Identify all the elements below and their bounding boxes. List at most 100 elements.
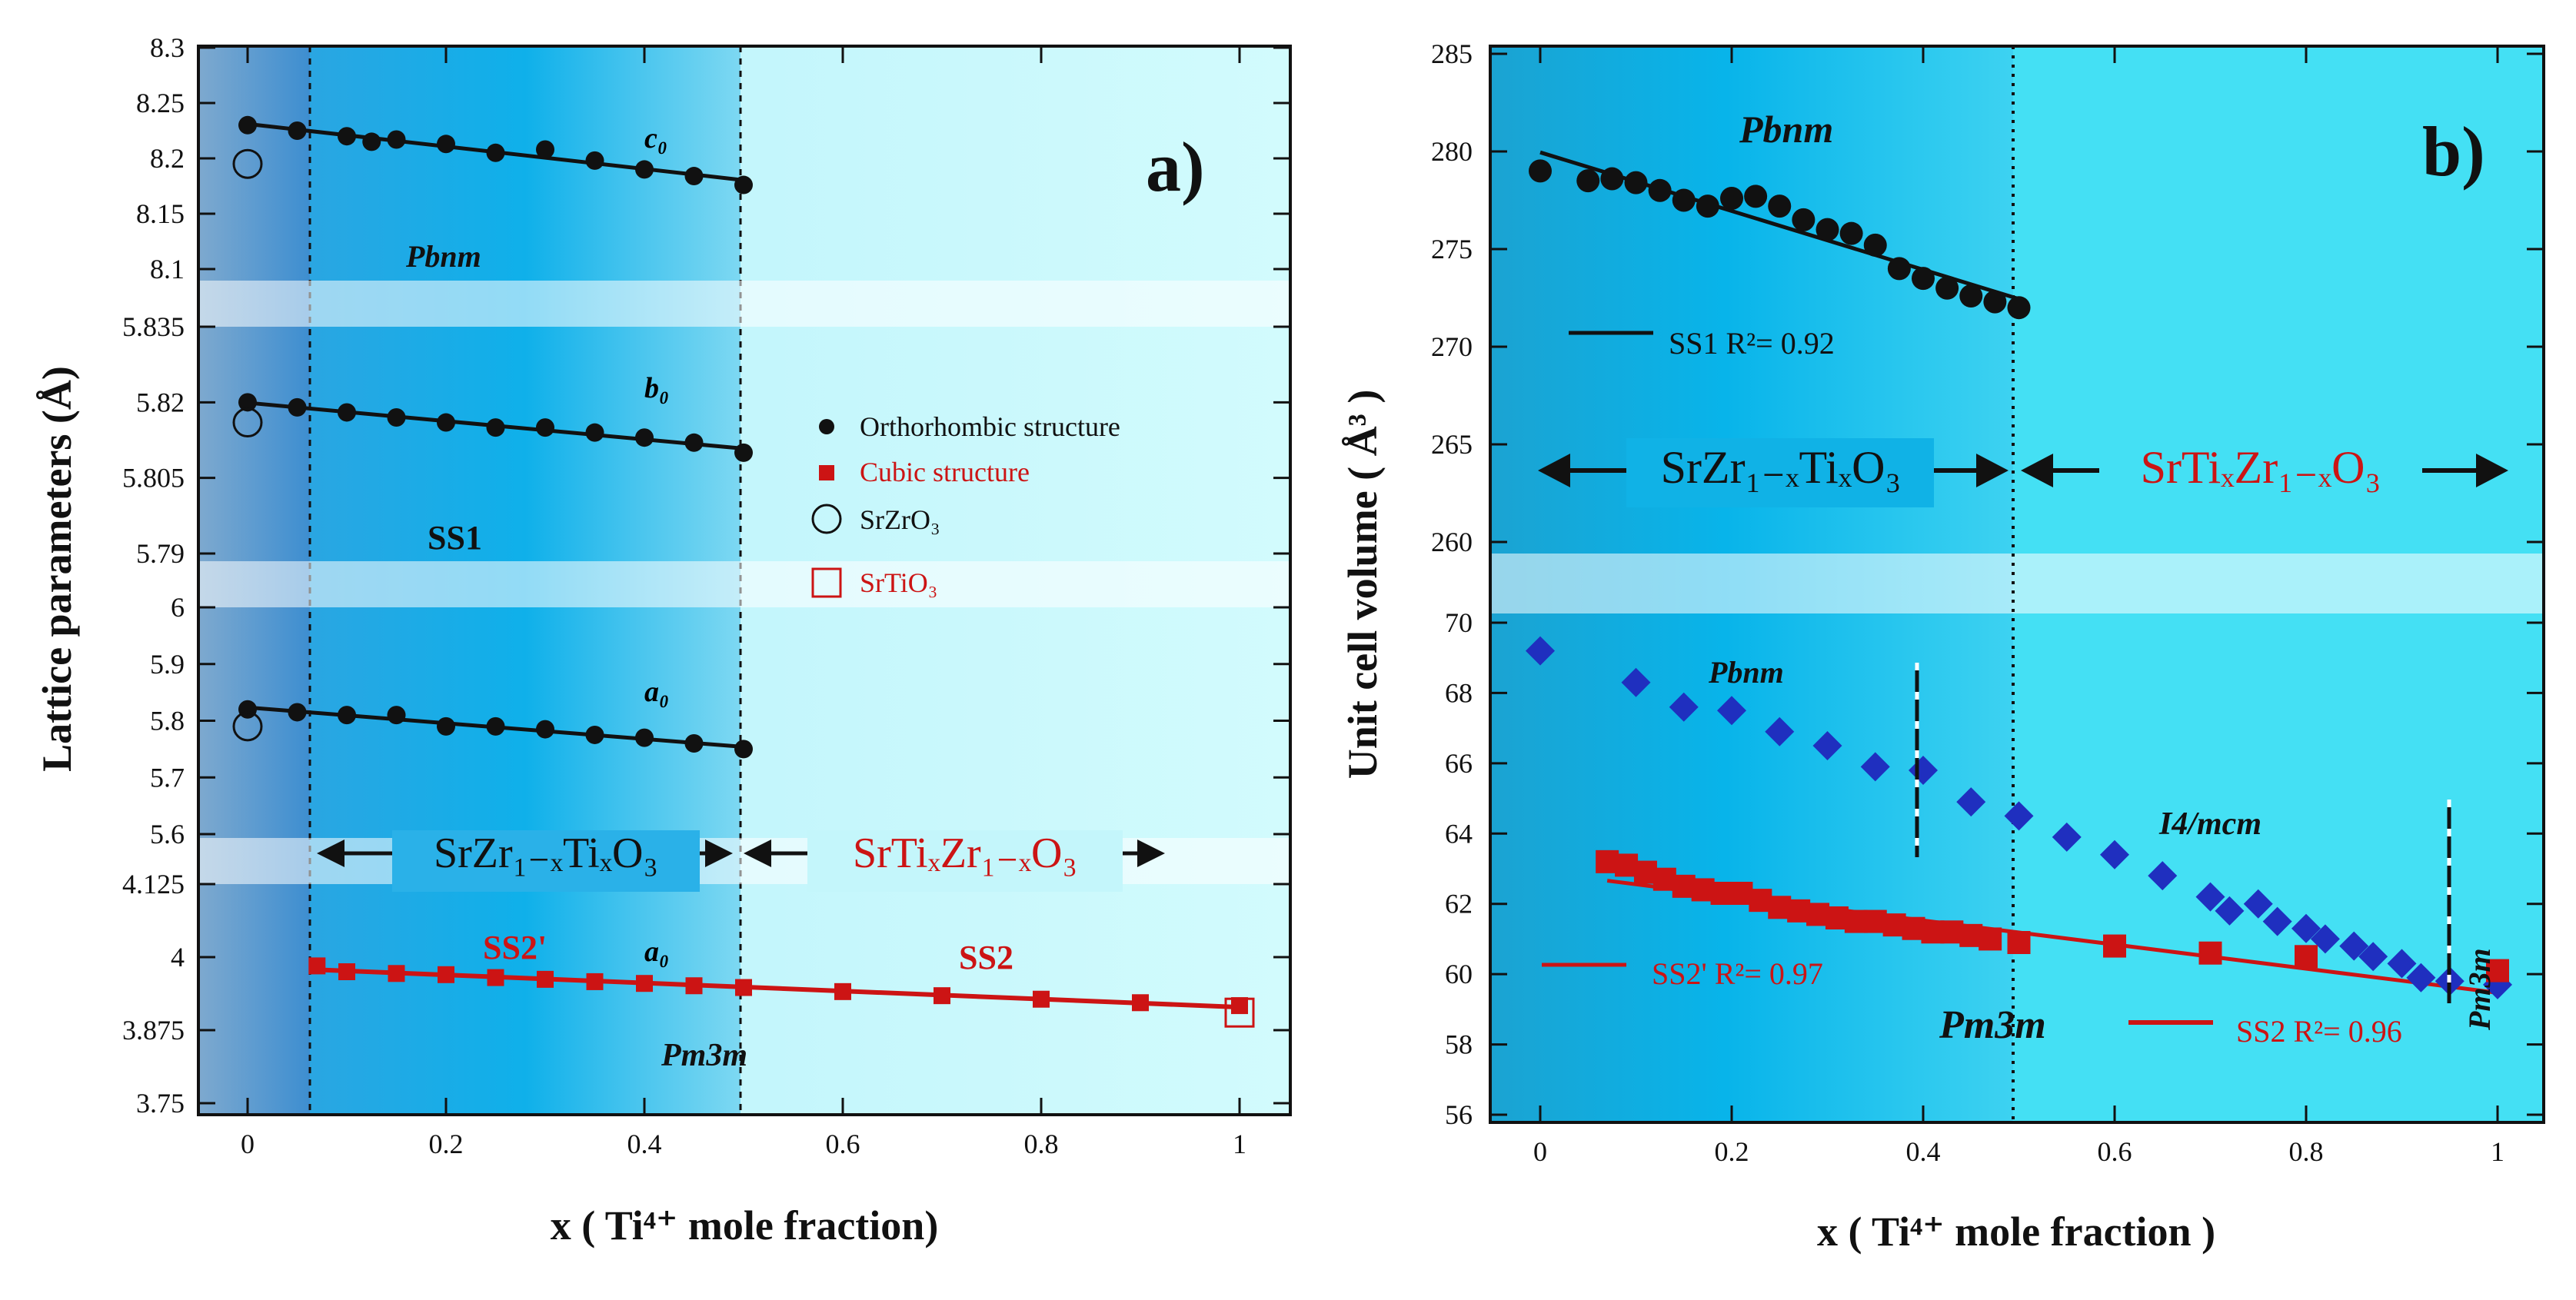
y-tick-label-a: 8.25 xyxy=(136,88,185,118)
ortho-point-c0 xyxy=(387,130,406,149)
panel-b-region-arrows: SrZr₁₋ₓTiₓO₃ SrTiₓZr₁₋ₓO₃ xyxy=(1538,438,2508,507)
y-tick-label-a: 5.6 xyxy=(150,819,185,849)
fit-ss2-label: SS2 R²= 0.96 xyxy=(2236,1014,2402,1049)
cubic-point xyxy=(388,965,405,982)
region-left-label: SrZr₁₋ₓTiₓO₃ xyxy=(434,830,658,877)
label-pm3m-vertical: Pm3m xyxy=(2462,948,2497,1031)
diamond-point xyxy=(2358,942,2388,972)
x-tick-label-a: 0.6 xyxy=(826,1129,860,1159)
ss1-point xyxy=(1648,178,1672,202)
y-tick-label-b: 68 xyxy=(1445,677,1473,708)
ortho-point-c0 xyxy=(536,140,554,159)
y-tick-label-a: 8.2 xyxy=(150,143,185,174)
panel-a-legend: Orthorhombic structure Cubic structure S… xyxy=(811,411,1120,598)
fit-ss2p-label: SS2' R²= 0.97 xyxy=(1652,956,1823,991)
y-tick-label-b: 62 xyxy=(1445,889,1473,919)
arrow-b-left-head xyxy=(1538,454,1570,487)
y-tick-label-b: 265 xyxy=(1431,429,1473,460)
ortho-point-b0 xyxy=(238,393,257,412)
label-pm3m: Pm3m xyxy=(661,1038,747,1073)
legend-srzro3-marker xyxy=(811,504,842,534)
legend-cubic-marker xyxy=(819,465,834,480)
ortho-point-a0 xyxy=(486,716,505,736)
ortho-point-c0 xyxy=(734,175,753,195)
arrow-head-right-2 xyxy=(1137,840,1165,867)
panel-b-frame xyxy=(1489,45,2545,1124)
ss1-point xyxy=(1576,169,1600,193)
ortho-point-c0 xyxy=(437,135,455,154)
diamond-point xyxy=(2310,924,2340,954)
ortho-point-c0 xyxy=(585,151,604,170)
fit-ss1-label: SS1 R²= 0.92 xyxy=(1669,326,1835,361)
ortho-point-b0 xyxy=(338,403,356,422)
ss1-point xyxy=(1816,218,1839,241)
region-right-bg xyxy=(807,830,1123,892)
arrow-head-left xyxy=(317,840,344,867)
ortho-point-a0 xyxy=(734,740,753,759)
panel-a-ylabel: Lattice parameters (Å) xyxy=(34,366,80,772)
region-b-right-label: SrTiₓZr₁₋ₓO₃ xyxy=(2141,442,2381,493)
diamond-point xyxy=(2262,906,2292,936)
panel-a-frame xyxy=(197,45,1292,1116)
ss1-point xyxy=(1887,257,1911,281)
y-tick-label-b: 56 xyxy=(1445,1099,1473,1130)
diamond-point xyxy=(2052,822,2082,852)
label-pbnm-mid: Pbnm xyxy=(1708,655,1784,690)
diamond-point xyxy=(2387,949,2417,979)
ss1-point xyxy=(1983,290,2007,314)
panel-b-x-ticks: 0 0.2 0.4 0.6 0.8 1 xyxy=(1533,46,2504,1167)
y-tick-label-a: 3.875 xyxy=(122,1015,185,1046)
ortho-point-a0 xyxy=(338,706,356,725)
x-tick-label-b: 0.6 xyxy=(2098,1136,2132,1167)
diamond-point xyxy=(1860,752,1890,782)
x-tick-label-a: 0 xyxy=(241,1129,255,1159)
ss2-point xyxy=(2198,941,2222,965)
cubic-point xyxy=(338,963,355,980)
fit-line-cu xyxy=(317,967,1240,1010)
ortho-point-c0 xyxy=(362,132,381,151)
region-right-label: SrTiₓZr₁₋ₓO₃ xyxy=(853,830,1077,877)
diamond-point xyxy=(1669,692,1699,722)
srtio3-point xyxy=(1224,997,1255,1028)
label-pbnm: Pbnm xyxy=(405,239,481,274)
cubic-point xyxy=(1132,994,1149,1012)
x-tick-label-b: 0.8 xyxy=(2289,1136,2324,1167)
diamond-point xyxy=(2339,931,2369,961)
y-tick-label-a: 5.8 xyxy=(150,706,185,736)
srzro3-point xyxy=(232,407,263,438)
ss1-point xyxy=(1744,185,1768,208)
diamond-point xyxy=(1717,696,1746,726)
cubic-point xyxy=(934,987,950,1005)
y-tick-label-a: 5.82 xyxy=(136,387,185,417)
y-tick-label-a: 4.125 xyxy=(122,869,185,899)
ortho-point-a0 xyxy=(437,716,455,736)
ss1-point xyxy=(1672,188,1696,212)
legend-ortho-marker xyxy=(819,419,834,434)
y-tick-label-a: 3.75 xyxy=(136,1088,185,1119)
cubic-point xyxy=(586,973,604,990)
label-pm3m-b: Pm3m xyxy=(1939,1003,2046,1047)
diamond-point xyxy=(2243,889,2273,919)
region-b-right-bg xyxy=(2099,438,2422,507)
panel-b-ylabel: Unit cell volume ( Å³ ) xyxy=(1340,390,1386,780)
y-tick-label-b: 280 xyxy=(1431,136,1473,167)
ortho-point-b0 xyxy=(684,433,704,452)
label-ss2: SS2 xyxy=(959,939,1013,976)
y-tick-label-b: 260 xyxy=(1431,527,1473,557)
diamond-point xyxy=(1765,716,1795,746)
ortho-point-b0 xyxy=(585,423,604,442)
ss1-point xyxy=(1792,208,1816,231)
y-tick-label-b: 60 xyxy=(1445,959,1473,989)
region-b-left-bg xyxy=(1626,438,1934,507)
y-tick-label-b: 285 xyxy=(1431,38,1473,69)
ortho-point-a0 xyxy=(387,706,406,725)
diamond-point xyxy=(1812,731,1842,760)
ortho-point-b0 xyxy=(635,428,654,447)
ortho-point-a0 xyxy=(238,700,257,719)
panel-b-label: b) xyxy=(2422,112,2485,191)
label-a0: a₀ xyxy=(644,676,669,708)
diamond-point xyxy=(2148,861,2178,891)
ss2-point xyxy=(2486,959,2509,982)
